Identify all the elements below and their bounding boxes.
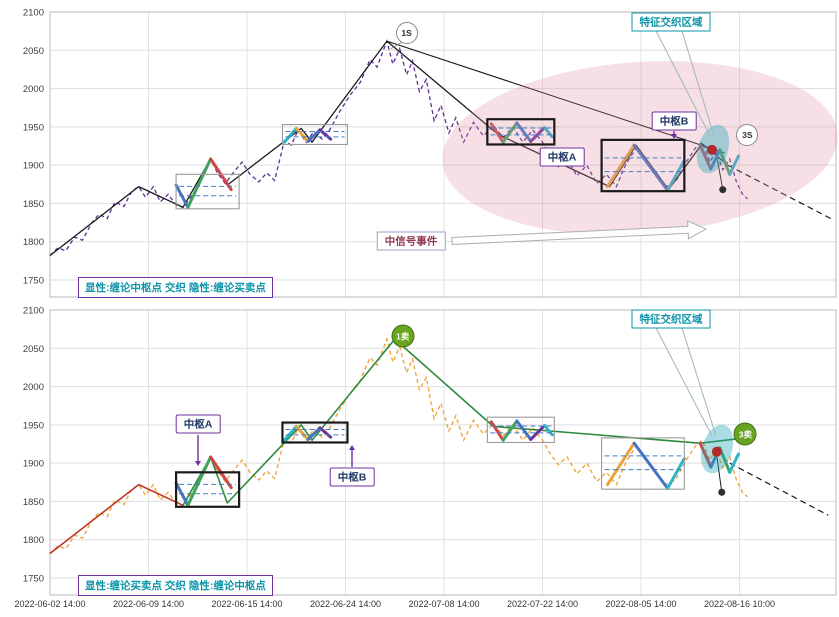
chan-stroke [282,126,298,144]
legend-bottom: 显性:缠论买卖点 交织 隐性:缠论中枢点 [78,575,273,596]
marker-3卖[interactable]: 3卖 [733,422,757,446]
event-dot [719,186,727,194]
event-dot [711,446,722,457]
ytick-label: 1800 [23,237,44,248]
ytick-label: 1950 [23,420,44,431]
pointer-line [655,30,711,137]
chan-stroke [698,143,713,171]
pivot-box [486,416,555,444]
chan-stroke [728,452,740,474]
chan-stroke [294,126,310,143]
xtick-label: 2022-08-16 10:00 [704,599,775,609]
chan-stroke [632,441,670,490]
chan-stroke [186,157,213,209]
pointer-line [681,30,715,137]
feature-region-label-bottom: 特征交织区域 [631,309,711,329]
panel-frame [49,11,837,298]
annotation-arrowhead [349,445,355,450]
chan-stroke [282,424,298,442]
pivot-box [281,421,349,444]
series-up-red [49,483,184,555]
ytick-label: 1850 [23,497,44,508]
chan-stroke [666,159,686,192]
chan-stroke [515,121,533,143]
ytick-label: 2050 [23,344,44,355]
chan-stroke [174,481,190,507]
xtick-label: 2022-06-15 14:00 [211,599,282,609]
ytick-label: 1800 [23,535,44,546]
chan-stroke [529,424,546,441]
chan-stroke [728,154,740,176]
chan-stroke [501,419,519,442]
chan-stroke [515,419,533,441]
pointer-line [655,327,713,437]
chan-stroke [606,441,636,487]
ytick-label: 1750 [23,574,44,585]
pivot-b-label-top: 中枢B [651,111,697,131]
xtick-label: 2022-07-08 14:00 [408,599,479,609]
event-dot [706,144,717,155]
pivot-box [601,437,685,490]
annotation-arrowhead [195,461,201,466]
chan-stroke [186,455,213,507]
price-line [49,336,748,554]
ytick-label: 2000 [23,382,44,393]
annotation-arrowhead [671,134,677,139]
xtick-label: 2022-06-09 14:00 [113,599,184,609]
ytick-label: 2100 [23,306,44,317]
feature-region-label-top: 特征交织区域 [631,12,711,32]
chan-stroke [501,121,519,144]
pivot-box [174,471,241,508]
signal-arrow [451,220,708,246]
xtick-label: 2022-06-02 14:00 [14,599,85,609]
chan-stroke [489,420,505,442]
ytick-label: 1750 [23,276,44,287]
pivot-box [600,138,686,193]
ytick-label: 1950 [23,122,44,133]
ytick-label: 1900 [23,161,44,172]
chan-stroke [294,424,310,441]
ytick-label: 1850 [23,199,44,210]
signal-event-label: 中信号事件 [376,231,446,251]
marker-3S[interactable]: 3S [736,123,759,146]
xtick-label: 2022-07-22 14:00 [507,599,578,609]
series-channel [386,40,725,154]
pivot-box [281,124,349,146]
chan-stroke [174,183,190,209]
pointer-line [681,327,717,437]
series-down-green [394,338,740,445]
legend-top: 显性:缠论中枢点 交织 隐性:缠论买卖点 [78,277,273,298]
chan-stroke [489,122,505,144]
highlight-ellipse [442,61,838,235]
chan-stroke [709,148,722,171]
pivot-box [486,118,556,146]
panel-frame [49,309,837,596]
pivot-a-label-top: 中枢A [539,147,585,167]
chan-stroke [718,148,732,176]
ytick-label: 2000 [23,84,44,95]
series-projection [729,462,829,516]
pivot-a-label-bottom: 中枢A [175,414,221,434]
chan-stroke [529,126,546,143]
marker-1卖[interactable]: 1卖 [391,324,415,348]
chan-stroke [698,441,713,469]
ytick-label: 1900 [23,459,44,470]
pivot-b-label-bottom: 中枢B [329,467,375,487]
ytick-label: 2050 [23,46,44,57]
xtick-label: 2022-06-24 14:00 [310,599,381,609]
marker-1S[interactable]: 1S [395,22,418,45]
pivot-box [175,173,240,210]
chan-stroke [606,143,636,189]
event-dot [718,488,726,496]
chan-stroke [632,143,670,192]
xtick-label: 2022-08-05 14:00 [605,599,676,609]
chan-stroke [666,457,686,490]
ytick-label: 2100 [23,8,44,19]
